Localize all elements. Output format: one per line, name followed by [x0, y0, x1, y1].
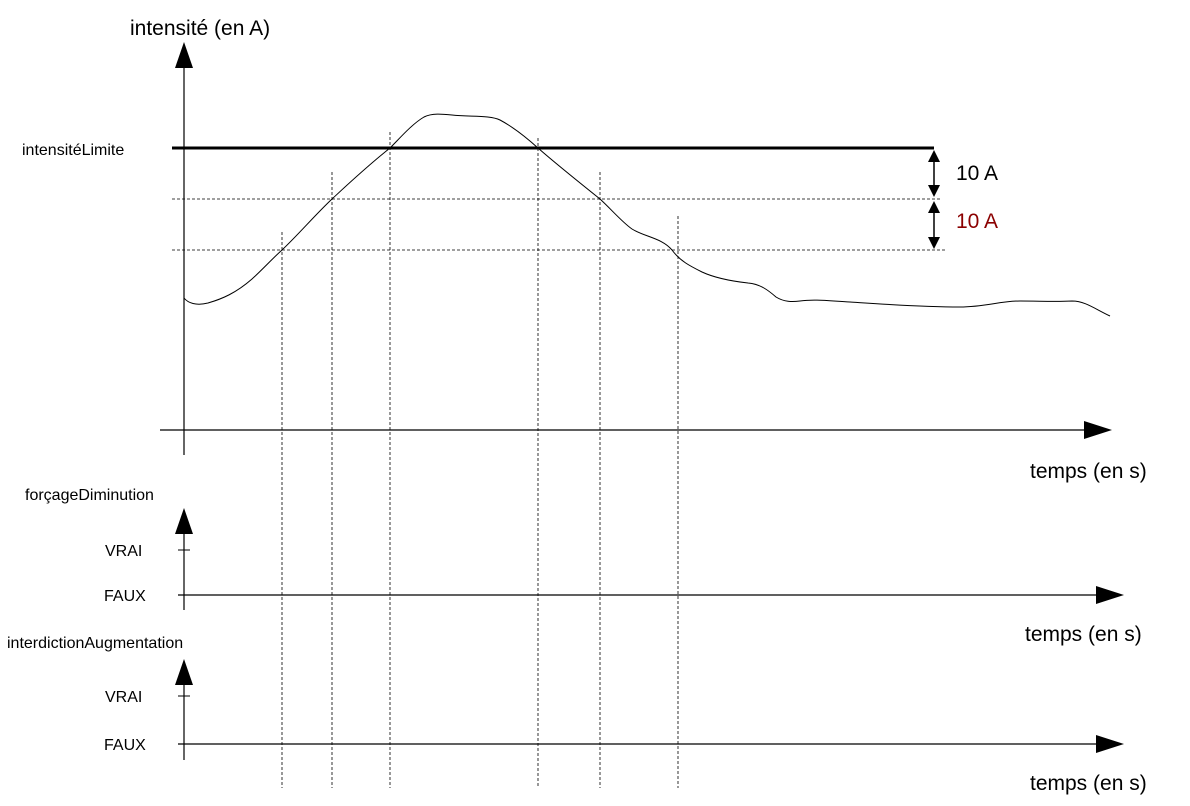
x-axis-label: temps (en s)	[1030, 460, 1147, 483]
signal-interdiction-augmentation: interdictionAugmentation VRAI FAUX temps…	[7, 635, 1147, 795]
intensity-chart: intensité (en A) temps (en s) intensitéL…	[22, 17, 1147, 483]
signal-x-axis-label: temps (en s)	[1030, 772, 1147, 795]
signal-x-axis-label: temps (en s)	[1025, 623, 1142, 646]
band-lower-dimension	[928, 201, 940, 249]
arrow-up-icon	[928, 150, 940, 162]
arrow-up-icon	[928, 201, 940, 213]
true-label: VRAI	[105, 689, 142, 706]
time-markers	[281, 132, 679, 788]
signal-x-arrow-icon	[1096, 735, 1124, 753]
signal-y-arrow-icon	[175, 659, 193, 685]
arrow-down-icon	[928, 237, 940, 249]
threshold-label: intensitéLimite	[22, 142, 124, 159]
false-label: FAUX	[104, 737, 146, 754]
signal-name-label: forçageDiminution	[25, 487, 154, 504]
signal-forcage-diminution: forçageDiminution VRAI FAUX temps (en s)	[25, 487, 1142, 646]
y-axis-label: intensité (en A)	[130, 17, 270, 40]
signal-y-arrow-icon	[175, 508, 193, 534]
band-lower-label: 10 A	[956, 210, 998, 233]
band-upper-dimension	[928, 150, 940, 197]
signal-x-arrow-icon	[1096, 586, 1124, 604]
signal-name-label: interdictionAugmentation	[7, 635, 183, 652]
arrow-down-icon	[928, 185, 940, 197]
false-label: FAUX	[104, 588, 146, 605]
y-axis-arrow-icon	[175, 42, 193, 68]
band-upper-label: 10 A	[956, 162, 998, 185]
x-axis-arrow-icon	[1084, 421, 1112, 439]
intensity-curve	[183, 113, 1111, 317]
true-label: VRAI	[105, 543, 142, 560]
